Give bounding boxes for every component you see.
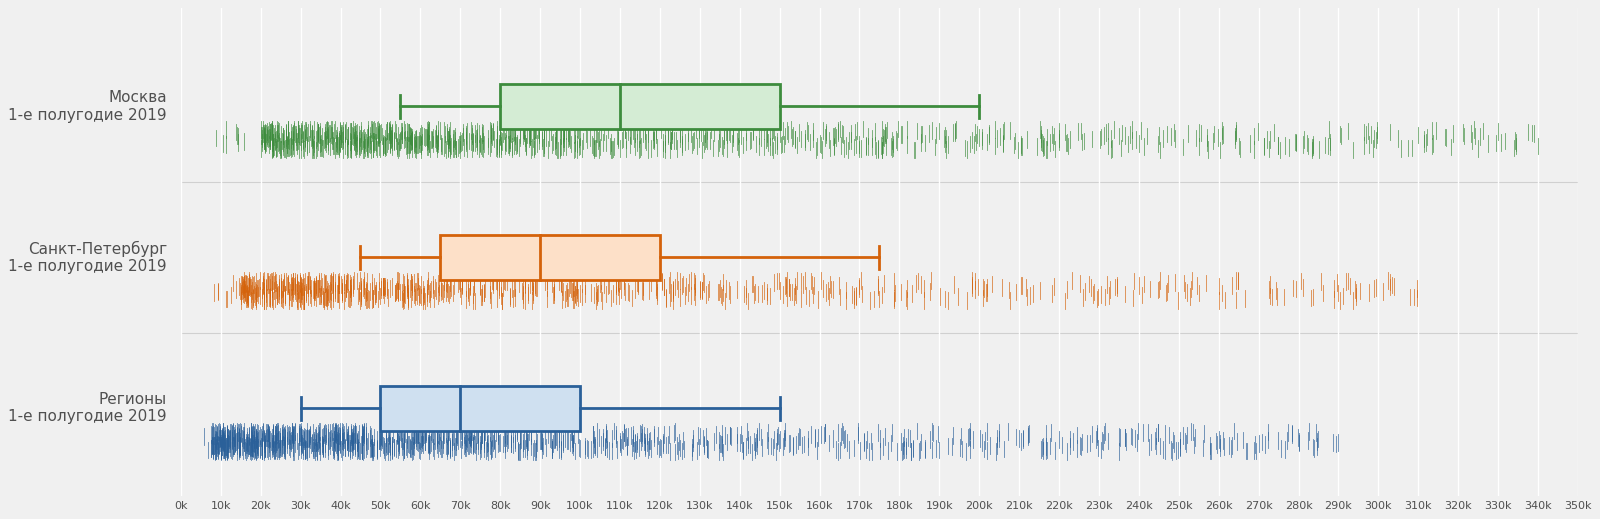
Bar: [440, 235, 659, 280]
Bar: [501, 84, 779, 129]
Bar: [381, 386, 581, 431]
